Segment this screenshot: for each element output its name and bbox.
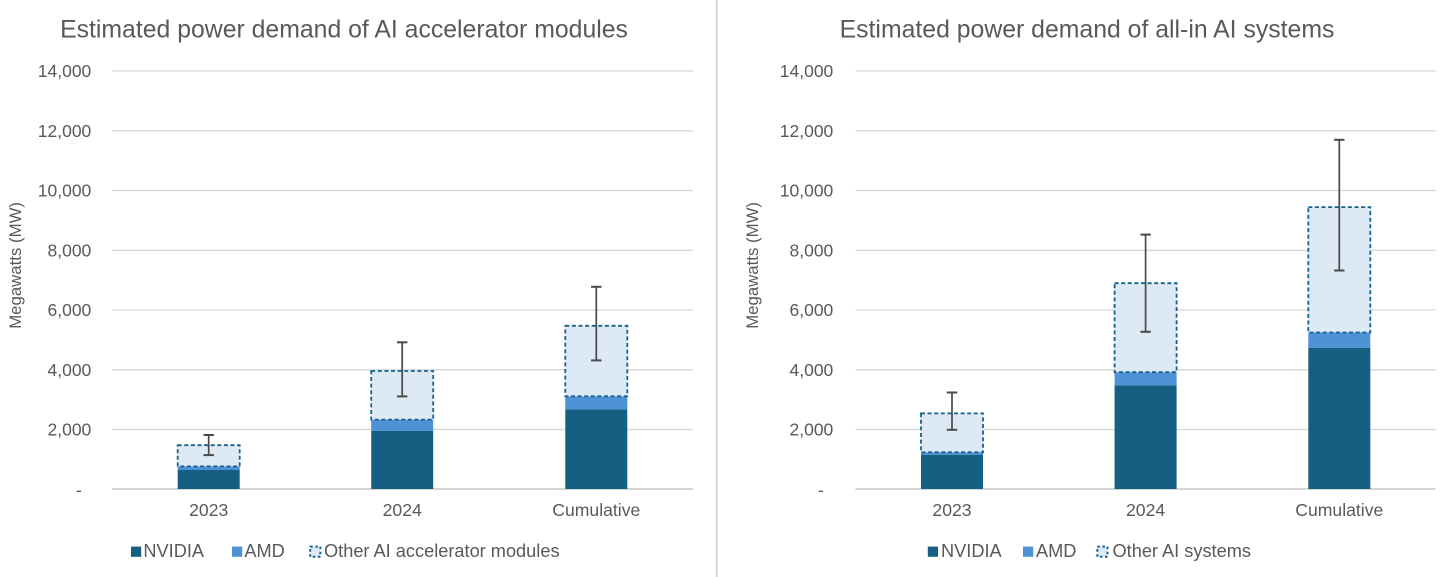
svg-text:12,000: 12,000 xyxy=(780,121,834,141)
svg-text:8,000: 8,000 xyxy=(48,241,92,261)
svg-text:Megawatts (MW): Megawatts (MW) xyxy=(743,202,762,329)
svg-text:8,000: 8,000 xyxy=(790,241,834,261)
svg-text:4,000: 4,000 xyxy=(790,360,834,380)
svg-text:Other AI systems: Other AI systems xyxy=(1113,541,1251,561)
svg-text:AMD: AMD xyxy=(1036,541,1076,561)
svg-text:12,000: 12,000 xyxy=(38,121,92,141)
svg-text:Cumulative: Cumulative xyxy=(1295,500,1383,520)
svg-text:2,000: 2,000 xyxy=(48,420,92,440)
svg-text:14,000: 14,000 xyxy=(38,61,92,81)
svg-text:Estimated power demand of AI a: Estimated power demand of AI accelerator… xyxy=(60,17,628,44)
svg-text:Cumulative: Cumulative xyxy=(552,500,640,520)
svg-text:10,000: 10,000 xyxy=(38,181,92,201)
svg-text:6,000: 6,000 xyxy=(48,300,92,320)
svg-text:2023: 2023 xyxy=(932,500,971,520)
svg-text:14,000: 14,000 xyxy=(780,61,834,81)
svg-text:Megawatts (MW): Megawatts (MW) xyxy=(6,202,25,329)
svg-text:2023: 2023 xyxy=(189,500,228,520)
svg-text:6,000: 6,000 xyxy=(790,300,834,320)
svg-text:10,000: 10,000 xyxy=(780,181,834,201)
svg-text:2024: 2024 xyxy=(1126,500,1165,520)
svg-text:Other AI accelerator modules: Other AI accelerator modules xyxy=(324,541,560,561)
svg-text:4,000: 4,000 xyxy=(48,360,92,380)
svg-text:Estimated power demand of all-: Estimated power demand of all-in AI syst… xyxy=(840,17,1335,44)
svg-text:AMD: AMD xyxy=(244,541,284,561)
svg-text:NVIDIA: NVIDIA xyxy=(941,541,1003,561)
svg-text:2,000: 2,000 xyxy=(790,420,834,440)
svg-text:2024: 2024 xyxy=(383,500,422,520)
svg-text:NVIDIA: NVIDIA xyxy=(143,541,205,561)
svg-text:-: - xyxy=(76,480,82,500)
svg-text:-: - xyxy=(818,480,824,500)
